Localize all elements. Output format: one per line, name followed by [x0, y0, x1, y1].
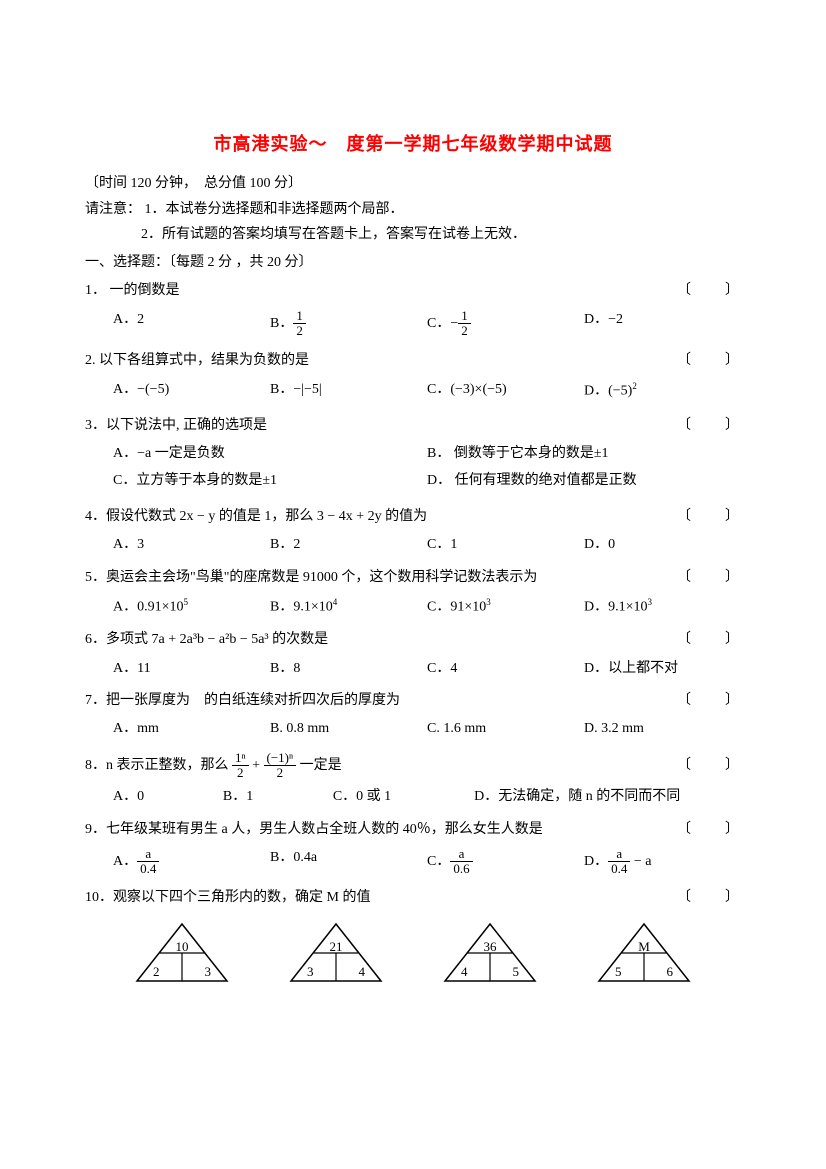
answer-paren: 〔 〕	[677, 819, 741, 841]
q3-opt-c: C．立方等于本身的数是±1	[113, 470, 427, 492]
q3-text: 3．以下说法中, 正确的选项是	[85, 415, 267, 437]
q8-text: 8．n 表示正整数，那么 1ⁿ2 + (−1)ⁿ2 一定是	[85, 751, 342, 781]
triangle-4: M 5 6	[589, 919, 699, 989]
answer-paren: 〔 〕	[677, 690, 741, 712]
q8-opt-a: A．0	[113, 786, 223, 808]
exam-title: 市高港实验～ 度第一学期七年级数学期中试题	[85, 130, 741, 159]
q7-opt-b: B. 0.8 mm	[270, 718, 427, 740]
q5-opt-d: D．9.1×103	[584, 595, 741, 619]
triangles-figure: 10 2 3 21 3 4 36 4 5 M 5 6	[85, 909, 741, 989]
q9-opt-d: D．a0.4 − a	[584, 847, 741, 877]
answer-paren: 〔 〕	[677, 567, 741, 589]
question-9: 9．七年级某班有男生 a 人，男生人数占全班人数的 40％，那么女生人数是 〔 …	[85, 819, 741, 877]
triangle-1: 10 2 3	[127, 919, 237, 989]
q5-opt-b: B．9.1×104	[270, 595, 427, 619]
q2-opt-a: A．−(−5)	[113, 379, 270, 403]
q4-opt-b: B．2	[270, 534, 427, 556]
note-1-text: 1．本试卷分选择题和非选择题两个局部．	[145, 202, 404, 217]
q2-opt-c: C．(−3)×(−5)	[427, 379, 584, 403]
answer-paren: 〔 〕	[677, 629, 741, 651]
note-prefix: 请注意：	[85, 202, 141, 217]
q2-opt-b: B．−|−5|	[270, 379, 427, 403]
triangle-3: 36 4 5	[435, 919, 545, 989]
question-3: 3．以下说法中, 正确的选项是 〔 〕 A．−a 一定是负数 B． 倒数等于它本…	[85, 415, 741, 496]
q8-opt-c: C．0 或 1	[333, 786, 474, 808]
q6-opt-a: A．11	[113, 658, 270, 680]
q3-opt-a: A．−a 一定是负数	[113, 443, 427, 465]
q2-opt-d: D．(−5)2	[584, 379, 741, 403]
q1-opt-d: D．−2	[584, 309, 741, 339]
answer-paren: 〔 〕	[677, 887, 741, 909]
q5-text: 5．奥运会主会场"鸟巢"的座席数是 91000 个，这个数用科学记数法表示为	[85, 567, 537, 589]
question-4: 4．假设代数式 2x − y 的值是 1，那么 3 − 4x + 2y 的值为 …	[85, 506, 741, 557]
note-2: 2．所有试题的答案均填写在答题卡上，答案写在试卷上无效．	[85, 224, 741, 246]
q4-text: 4．假设代数式 2x − y 的值是 1，那么 3 − 4x + 2y 的值为	[85, 506, 427, 528]
q9-text: 9．七年级某班有男生 a 人，男生人数占全班人数的 40％，那么女生人数是	[85, 819, 543, 841]
answer-paren: 〔 〕	[677, 755, 741, 777]
q2-text: 2. 以下各组算式中，结果为负数的是	[85, 350, 309, 372]
q7-opt-c: C. 1.6 mm	[427, 718, 584, 740]
q6-opt-b: B．8	[270, 658, 427, 680]
q9-opt-a: A．a0.4	[113, 847, 270, 877]
q10-text: 10．观察以下四个三角形内的数，确定 M 的值	[85, 887, 370, 909]
question-6: 6．多项式 7a + 2a³b − a²b − 5a³ 的次数是 〔 〕 A．1…	[85, 629, 741, 680]
q3-opt-d: D． 任何有理数的绝对值都是正数	[427, 470, 741, 492]
question-10: 10．观察以下四个三角形内的数，确定 M 的值 〔 〕 10 2 3 21 3 …	[85, 887, 741, 989]
q7-text: 7．把一张厚度为 的白纸连续对折四次后的厚度为	[85, 690, 400, 712]
note-1: 请注意： 1．本试卷分选择题和非选择题两个局部．	[85, 199, 741, 221]
q6-opt-d: D．以上都不对	[584, 658, 741, 680]
q9-opt-b: B．0.4a	[270, 847, 427, 877]
q4-opt-d: D．0	[584, 534, 741, 556]
q6-opt-c: C．4	[427, 658, 584, 680]
q1-opt-c: C．−12	[427, 309, 584, 339]
q1-opt-a: A．2	[113, 309, 270, 339]
question-1: 1． 一的倒数是 〔 〕 A．2 B．12 C．−12 D．−2	[85, 280, 741, 338]
q3-opt-b: B． 倒数等于它本身的数是±1	[427, 443, 741, 465]
q8-opt-d: D．无法确定，随 n 的不同而不同	[474, 786, 741, 808]
section-1-label: 一、选择题：〔每题 2 分 ，共 20 分〕	[85, 252, 741, 274]
q1-text: 1． 一的倒数是	[85, 280, 180, 302]
answer-paren: 〔 〕	[677, 415, 741, 437]
question-8: 8．n 表示正整数，那么 1ⁿ2 + (−1)ⁿ2 一定是 〔 〕 A．0 B．…	[85, 751, 741, 809]
question-2: 2. 以下各组算式中，结果为负数的是 〔 〕 A．−(−5) B．−|−5| C…	[85, 350, 741, 402]
q7-opt-a: A．mm	[113, 718, 270, 740]
q5-opt-c: C．91×103	[427, 595, 584, 619]
q4-opt-c: C．1	[427, 534, 584, 556]
answer-paren: 〔 〕	[677, 350, 741, 372]
q1-opt-b: B．12	[270, 309, 427, 339]
question-5: 5．奥运会主会场"鸟巢"的座席数是 91000 个，这个数用科学记数法表示为 〔…	[85, 567, 741, 619]
question-7: 7．把一张厚度为 的白纸连续对折四次后的厚度为 〔 〕 A．mm B. 0.8 …	[85, 690, 741, 741]
q4-opt-a: A．3	[113, 534, 270, 556]
q7-opt-d: D. 3.2 mm	[584, 718, 741, 740]
triangle-2: 21 3 4	[281, 919, 391, 989]
answer-paren: 〔 〕	[677, 280, 741, 302]
q6-text: 6．多项式 7a + 2a³b − a²b − 5a³ 的次数是	[85, 629, 328, 651]
q9-opt-c: C．a0.6	[427, 847, 584, 877]
answer-paren: 〔 〕	[677, 506, 741, 528]
q5-opt-a: A．0.91×105	[113, 595, 270, 619]
q8-opt-b: B．1	[223, 786, 333, 808]
exam-meta: 〔时间 120 分钟， 总分值 100 分〕	[85, 173, 741, 195]
